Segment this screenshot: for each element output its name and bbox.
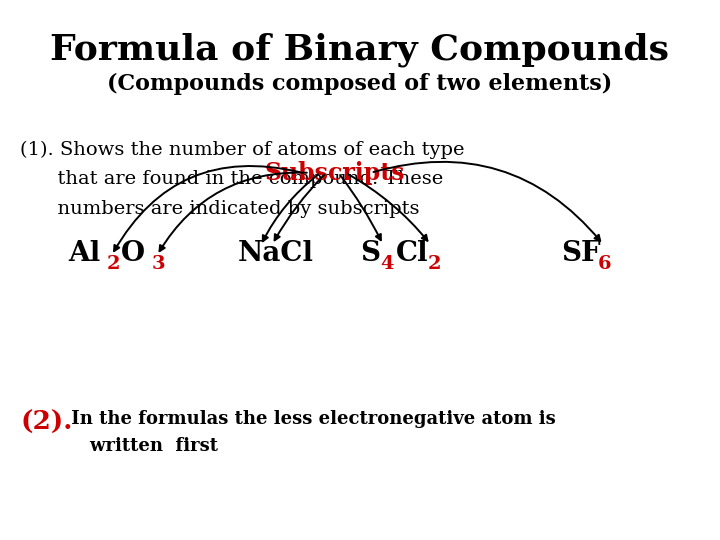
Text: In the formulas the less electronegative atom is: In the formulas the less electronegative… xyxy=(65,410,556,428)
Text: that are found in the compound. These: that are found in the compound. These xyxy=(20,170,444,188)
Text: written  first: written first xyxy=(65,437,218,455)
Text: 4: 4 xyxy=(380,255,394,273)
Text: Formula of Binary Compounds: Formula of Binary Compounds xyxy=(50,32,670,67)
Text: Cl: Cl xyxy=(396,240,428,267)
Text: NaCl: NaCl xyxy=(238,240,314,267)
Text: 6: 6 xyxy=(598,255,611,273)
Text: 2: 2 xyxy=(107,255,120,273)
Text: 2: 2 xyxy=(428,255,441,273)
Text: (1). Shows the number of atoms of each type: (1). Shows the number of atoms of each t… xyxy=(20,140,464,159)
Text: (Compounds composed of two elements): (Compounds composed of two elements) xyxy=(107,73,613,95)
Text: S: S xyxy=(360,240,380,267)
Text: (2).: (2). xyxy=(20,410,73,435)
Text: Al: Al xyxy=(68,240,101,267)
Text: Subscripts: Subscripts xyxy=(264,161,405,185)
Text: O: O xyxy=(121,240,145,267)
Text: 3: 3 xyxy=(151,255,165,273)
Text: SF: SF xyxy=(562,240,601,267)
Text: numbers are indicated by subscripts: numbers are indicated by subscripts xyxy=(20,200,420,218)
